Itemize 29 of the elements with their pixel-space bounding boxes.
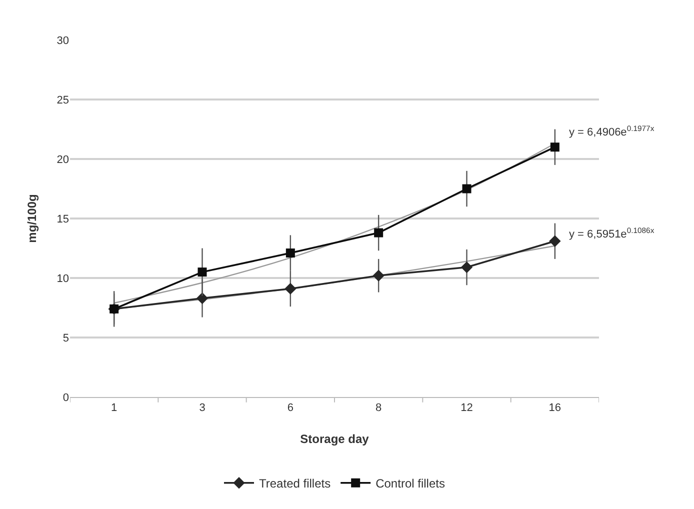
- point: [550, 142, 560, 152]
- point: [372, 270, 384, 282]
- y-tick-label: 10: [56, 272, 69, 285]
- point: [462, 184, 472, 194]
- x-tick-label: 6: [287, 402, 294, 414]
- x-tick-label: 1: [111, 402, 118, 414]
- y-tick-label: 5: [62, 332, 69, 344]
- point: [374, 228, 384, 238]
- x-tick-label: 16: [548, 402, 562, 414]
- y-tick-label: 20: [56, 154, 69, 166]
- y-tick-label: 30: [56, 34, 69, 47]
- x-axis-title: Storage day: [300, 432, 370, 446]
- x-tick-label: 3: [199, 402, 206, 414]
- x-tick-label: 12: [460, 402, 473, 414]
- point: [284, 282, 296, 295]
- y-tick-label: 0: [62, 392, 69, 404]
- x-tick-label: 8: [376, 402, 382, 414]
- point: [196, 292, 208, 304]
- y-tick-label: 25: [56, 94, 69, 106]
- annotation: y = 6,4906e$^{0.1977x}$: [569, 124, 654, 139]
- point: [198, 268, 207, 277]
- point: [286, 248, 295, 258]
- point: [460, 261, 473, 274]
- annotation: y = 6,5951e$^{0.1086x}$: [569, 226, 654, 241]
- y-axis-title: mg/100g: [25, 194, 39, 243]
- legend-label: Control fillets: [376, 476, 445, 491]
- point: [549, 235, 561, 247]
- legend-label: Treated fillets: [259, 476, 331, 491]
- y-tick-label: 15: [56, 213, 69, 226]
